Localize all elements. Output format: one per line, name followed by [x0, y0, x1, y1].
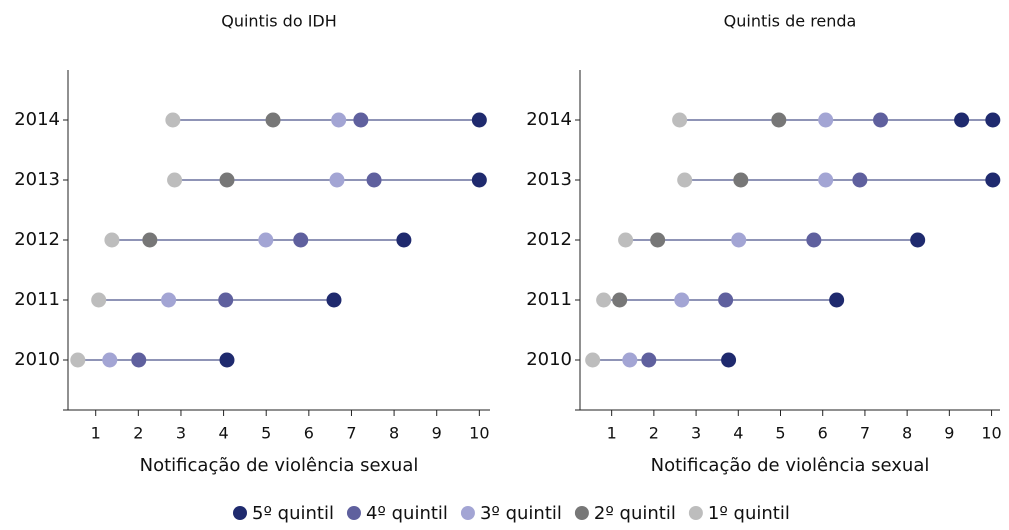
- x-tick-label: 6: [304, 424, 314, 443]
- dot: [873, 112, 889, 128]
- dot: [219, 172, 235, 188]
- dot: [471, 172, 487, 188]
- x-tick-label: 8: [389, 424, 399, 443]
- chart-title: Quintis do IDH: [221, 12, 337, 31]
- dot: [142, 232, 158, 248]
- dot: [818, 172, 834, 188]
- legend-swatch: [574, 506, 589, 520]
- x-tick-label: 1: [91, 424, 101, 443]
- dot: [293, 232, 309, 248]
- x-tick-label: 2: [133, 424, 143, 443]
- y-tick-label: 2013: [526, 169, 572, 190]
- dot: [718, 292, 734, 308]
- x-tick-label: 7: [346, 424, 356, 443]
- dot: [329, 172, 345, 188]
- dot: [910, 232, 926, 248]
- x-tick-label: 4: [218, 424, 228, 443]
- dot: [396, 232, 412, 248]
- dot: [829, 292, 845, 308]
- dot: [104, 232, 120, 248]
- y-tick-label: 2012: [526, 229, 572, 250]
- dot: [70, 352, 86, 368]
- x-tick-label: 3: [691, 424, 701, 443]
- dot: [818, 112, 834, 128]
- chart-title: Quintis de renda: [724, 12, 857, 31]
- dot: [596, 292, 612, 308]
- dot: [674, 292, 690, 308]
- dot: [265, 112, 281, 128]
- x-axis-label: Notificação de violência sexual: [140, 455, 419, 476]
- y-tick-label: 2014: [526, 109, 572, 130]
- dot: [91, 292, 107, 308]
- x-tick-label: 7: [860, 424, 870, 443]
- legend-swatch: [346, 506, 361, 520]
- x-tick-label: 5: [261, 424, 271, 443]
- legend-label: 2º quintil: [594, 503, 676, 524]
- dot: [852, 172, 868, 188]
- y-tick-label: 2010: [14, 349, 60, 370]
- dot: [622, 352, 638, 368]
- dot: [612, 292, 628, 308]
- x-tick-label: 1: [607, 424, 617, 443]
- y-tick-label: 2010: [526, 349, 572, 370]
- dot: [165, 112, 181, 128]
- dot: [331, 112, 347, 128]
- legend-label: 5º quintil: [252, 503, 334, 524]
- dot: [102, 352, 118, 368]
- legend-label: 1º quintil: [708, 503, 790, 524]
- legend-swatch: [233, 506, 247, 520]
- x-tick-label: 2: [649, 424, 659, 443]
- dot: [677, 172, 693, 188]
- y-tick-label: 2014: [14, 109, 60, 130]
- x-tick-label: 9: [944, 424, 954, 443]
- dot: [161, 292, 177, 308]
- x-tick-label: 8: [902, 424, 912, 443]
- y-tick-label: 2013: [14, 169, 60, 190]
- dot: [731, 232, 747, 248]
- legend-label: 4º quintil: [366, 503, 448, 524]
- dot: [585, 352, 601, 368]
- dot: [806, 232, 822, 248]
- legend-label: 3º quintil: [480, 503, 562, 524]
- dot: [985, 172, 1001, 188]
- dot: [131, 352, 147, 368]
- dot: [618, 232, 634, 248]
- y-tick-label: 2011: [14, 289, 60, 310]
- dot: [985, 112, 1001, 128]
- x-axis-label: Notificação de violência sexual: [651, 455, 930, 476]
- x-tick-label: 6: [818, 424, 828, 443]
- x-tick-label: 10: [981, 424, 1001, 443]
- dot: [258, 232, 274, 248]
- dot: [366, 172, 382, 188]
- x-tick-label: 4: [733, 424, 743, 443]
- dot: [954, 112, 970, 128]
- dot: [641, 352, 657, 368]
- dot: [218, 292, 234, 308]
- dot: [353, 112, 369, 128]
- x-tick-label: 5: [775, 424, 785, 443]
- y-tick-label: 2012: [14, 229, 60, 250]
- dot: [672, 112, 688, 128]
- dot: [167, 172, 183, 188]
- dot: [771, 112, 787, 128]
- legend-swatch: [460, 506, 475, 520]
- dot: [219, 352, 235, 368]
- x-tick-label: 3: [176, 424, 186, 443]
- x-tick-label: 10: [469, 424, 489, 443]
- dot: [721, 352, 737, 368]
- x-tick-label: 9: [432, 424, 442, 443]
- y-tick-label: 2011: [526, 289, 572, 310]
- legend-swatch: [688, 506, 703, 520]
- dot: [326, 292, 342, 308]
- dot: [650, 232, 666, 248]
- dot: [471, 112, 487, 128]
- dot: [733, 172, 749, 188]
